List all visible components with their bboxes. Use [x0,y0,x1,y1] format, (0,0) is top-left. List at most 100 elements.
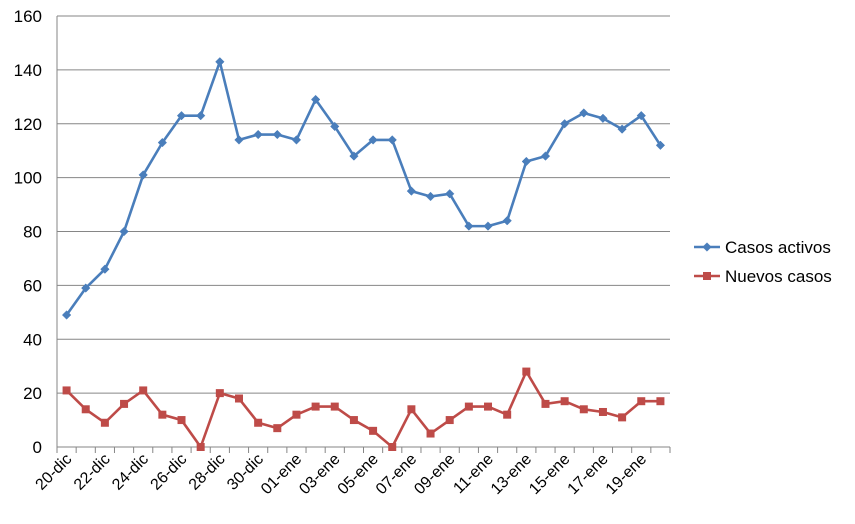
data-point [618,413,627,422]
y-tick-label: 0 [33,438,42,457]
y-axis-ticks: 0 20 40 60 80 100 120 140 160 [14,7,42,457]
data-point [369,426,378,435]
data-point [215,57,225,67]
legend: Casos activos Nuevos casos [694,238,832,286]
legend-label: Casos activos [725,238,831,257]
data-point [655,140,666,150]
data-point [196,443,205,451]
legend-item: Casos activos [694,238,831,257]
data-point [464,221,474,231]
data-point [426,429,435,438]
data-point [483,221,493,231]
y-tick-label: 20 [23,384,42,403]
data-point [598,407,607,416]
gridlines [57,15,670,394]
data-point [502,216,512,226]
series-line [65,60,662,316]
data-point [387,135,397,145]
data-point [559,119,570,129]
data-point [617,124,627,134]
data-point [598,113,608,124]
data-point [560,397,569,406]
data-point [406,186,417,196]
data-point [464,402,473,411]
data-point [310,94,321,105]
x-tick-label: 20-dic [33,451,76,494]
data-point [656,397,665,406]
y-tick-label: 140 [14,61,42,80]
data-point [407,405,416,414]
legend-label: Nuevos casos [725,267,832,286]
x-tick-label: 26-dic [148,451,191,494]
data-point [100,264,110,274]
data-point [484,402,493,411]
data-point [177,416,186,425]
y-tick-label: 60 [23,276,42,295]
data-point [157,137,168,148]
data-point [541,399,550,408]
y-tick-label: 40 [23,330,42,349]
data-point [273,424,282,433]
x-tick-label: 05-ene [335,451,382,498]
data-point [61,310,72,320]
data-point [119,226,129,237]
data-point [579,108,589,118]
data-point [579,405,588,414]
data-point [254,418,263,427]
data-point [158,410,167,419]
data-point [349,151,359,161]
x-tick-label: 07-ene [373,451,420,498]
data-point [445,189,455,199]
y-tick-label: 100 [14,169,42,188]
data-point [138,170,148,180]
data-point [292,410,301,419]
data-point [368,135,378,145]
data-point [253,129,263,140]
data-point [100,418,109,427]
data-point [330,121,340,132]
data-point [291,135,302,145]
x-tick-label: 19-ene [603,451,650,498]
x-tick-label: 01-ene [258,451,305,498]
data-point [81,283,91,293]
data-point [139,386,148,395]
data-point [120,399,129,408]
data-point [311,402,320,411]
data-point [445,416,454,425]
y-tick-label: 120 [14,115,42,134]
series-nuevos-casos [62,367,665,451]
x-axis-ticks: 20-dic22-dic24-dic26-dic28-dic30-dic01-e… [33,451,651,498]
x-tick-label: 09-ene [411,451,458,498]
x-tick-label: 11-ene [450,451,496,497]
series-line [65,370,661,449]
data-point [234,394,243,403]
data-point [540,151,551,161]
data-point [503,410,512,419]
data-point [330,402,339,411]
data-point [636,111,646,121]
data-point [388,443,397,451]
x-tick-label: 15-ene [526,451,573,498]
legend-item: Nuevos casos [694,267,832,286]
legend-marker [703,272,711,280]
data-point [522,367,531,376]
data-point [81,405,90,414]
data-point [62,386,71,395]
x-tick-label: 17-ene [565,451,612,498]
legend-marker [702,242,712,252]
x-tick-label: 28-dic [186,451,229,494]
data-point [196,111,206,121]
series-group [61,57,666,451]
y-tick-label: 160 [14,7,42,26]
data-point [234,135,244,145]
data-point [521,156,531,167]
x-tick-label: 03-ene [296,451,343,498]
data-point [425,191,436,202]
data-point [215,389,224,398]
y-tick-label: 80 [23,223,42,242]
data-point [349,416,358,425]
x-tick-label: 24-dic [109,451,152,494]
data-point [176,111,187,121]
data-point [637,397,646,406]
